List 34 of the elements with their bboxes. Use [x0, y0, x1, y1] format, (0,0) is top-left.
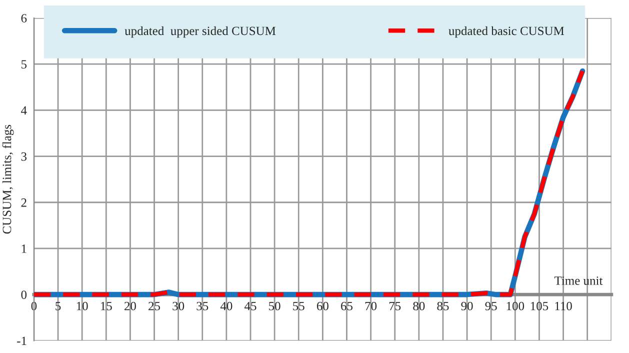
y-tick-label: 3: [21, 152, 27, 161]
x-tick-label: 5: [56, 302, 61, 310]
x-tick-label: 35: [196, 302, 208, 310]
x-tick-label: 100: [506, 302, 524, 310]
y-tick-label: 4: [21, 106, 27, 115]
x-tick-label: 90: [461, 302, 473, 310]
x-tick-label: 55: [293, 302, 304, 310]
x-tick-label: 50: [269, 302, 280, 310]
x-tick-label: 20: [124, 302, 136, 310]
x-tick-label: 30: [172, 302, 184, 310]
x-tick-label: 75: [389, 302, 401, 310]
x-tick-label: 10: [76, 302, 88, 310]
x-tick-label: 95: [485, 302, 497, 310]
y-tick-label: 2: [21, 198, 26, 207]
y-tick-label: 1: [22, 244, 26, 253]
x-tick-label: 40: [220, 302, 232, 310]
x-tick-label: 85: [437, 302, 449, 310]
y-tick-label: -1: [17, 336, 26, 345]
legend-label: updated basic CUSUM: [448, 26, 564, 38]
x-tick-label: 45: [244, 302, 256, 310]
x-tick-label: 60: [316, 302, 328, 310]
x-tick-label: 15: [100, 302, 112, 310]
y-tick-label: 0: [21, 290, 27, 300]
y-tick-label: 6: [21, 14, 27, 22]
x-axis-title: Time unit: [554, 276, 603, 285]
x-tick-label: 80: [413, 302, 425, 310]
x-tick-label: 70: [365, 302, 377, 310]
legend-label: updated upper sided CUSUM: [124, 26, 276, 38]
x-tick-label: 65: [341, 302, 352, 310]
x-tick-label: 110: [555, 302, 572, 310]
y-tick-label: 5: [22, 60, 27, 69]
x-tick-label: 105: [530, 302, 548, 310]
x-tick-label: 25: [148, 302, 160, 310]
y-axis-title: CUSUM, limits, flags: [2, 124, 14, 234]
